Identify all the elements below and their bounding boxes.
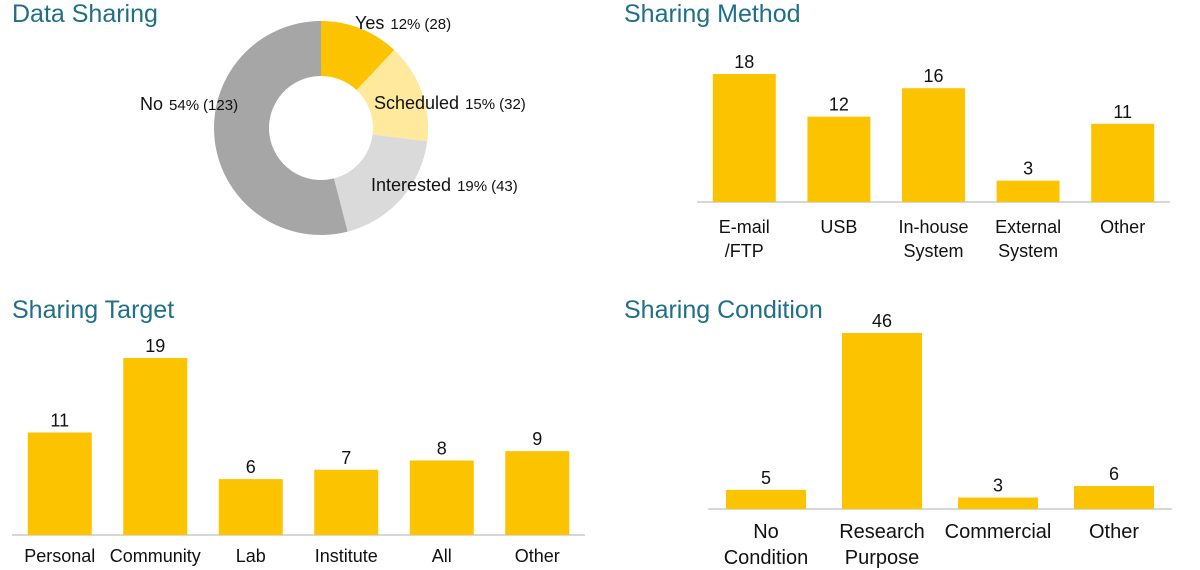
bar-commercial <box>958 497 1038 509</box>
category-label-all: All <box>432 546 452 566</box>
category-label-line: Institute <box>315 546 378 566</box>
pie-label-count: (123) <box>203 97 238 114</box>
bar-in-house-system <box>902 88 965 202</box>
bar-value-label: 18 <box>734 52 754 72</box>
bar-value-label: 6 <box>246 457 256 477</box>
category-label-external-system: External System <box>995 217 1061 261</box>
category-label-line: System <box>998 241 1058 261</box>
category-label-line: Condition <box>724 547 809 569</box>
bar-value-label: 11 <box>50 411 69 431</box>
category-label-e-mail-ftp: E-mail/FTP <box>719 217 770 261</box>
pie-label-name: No <box>140 94 163 114</box>
category-label-line: Personal <box>24 546 95 566</box>
bar-value-label: 3 <box>993 476 1003 496</box>
category-label-line: Other <box>515 546 560 566</box>
category-label-commercial: Commercial <box>945 521 1052 543</box>
category-label-line: Other <box>1089 521 1139 543</box>
category-label-in-house-system: In-house System <box>898 217 968 261</box>
bar-value-label: 46 <box>872 311 892 331</box>
bar-value-label: 8 <box>437 438 447 458</box>
category-label-other: Other <box>515 546 560 566</box>
pie-label-name: Scheduled <box>374 93 459 113</box>
bar-no-condition <box>726 489 806 509</box>
sharing-method-title: Sharing Method <box>624 0 801 28</box>
pie-label-count: (32) <box>499 96 526 113</box>
bar-value-label: 7 <box>341 448 351 468</box>
bar-value-label: 12 <box>829 95 849 115</box>
pie-label-no: No 54% (123) <box>140 94 238 114</box>
category-label-line: /FTP <box>725 241 764 261</box>
sharing-target-bar-chart: 11 Personal 19 Community 6 Lab 7 Institute 8 All 9… <box>12 336 585 566</box>
category-label-line: All <box>432 546 452 566</box>
bar-value-label: 19 <box>145 336 165 356</box>
bar-value-label: 9 <box>532 429 542 449</box>
pie-label-name: Interested <box>371 175 451 195</box>
bar-lab <box>218 479 283 535</box>
pie-label-count: (43) <box>491 178 518 195</box>
bar-community <box>123 358 188 535</box>
bar-value-label: 3 <box>1023 159 1033 179</box>
category-label-no-condition: No Condition <box>724 521 809 569</box>
category-label-line: E-mail <box>719 217 770 237</box>
pie-slice-no <box>213 21 348 236</box>
category-label-line: USB <box>820 217 857 237</box>
pie-label-name: Yes <box>355 13 384 33</box>
bar-other <box>1091 123 1155 202</box>
category-label-line: External <box>995 217 1061 237</box>
pie-slice-scheduled <box>356 50 428 142</box>
category-label-other: Other <box>1089 521 1139 543</box>
pie-label-percent: 19% <box>457 178 487 195</box>
pie-label-percent: 15% <box>465 96 495 113</box>
bar-external-system <box>996 180 1060 202</box>
bar-value-label: 16 <box>923 66 943 86</box>
bar-e-mail-ftp <box>712 74 776 202</box>
category-label-usb: USB <box>820 217 857 237</box>
sharing-condition-title: Sharing Condition <box>624 296 823 324</box>
category-label-line: Lab <box>236 546 266 566</box>
data-sharing-donut-chart: Yes 12% (28)Scheduled 15% (32)Interested 19%(… <box>140 13 526 236</box>
bar-all <box>409 460 474 535</box>
bar-value-label: 11 <box>1113 102 1132 122</box>
sharing-method-bar-chart: 18 E-mail/FTP 12 USB 16 In-house System 3 Extern… <box>697 52 1170 261</box>
category-label-line: Other <box>1100 217 1145 237</box>
category-label-line: Community <box>110 546 201 566</box>
pie-label-percent: 12% <box>390 16 420 33</box>
category-label-line: In-house <box>898 217 968 237</box>
category-label-line: No <box>753 521 779 543</box>
category-label-research-purpose: Research Purpose <box>839 521 925 569</box>
pie-label-yes: Yes 12% (28) <box>355 13 451 33</box>
pie-slice-interested <box>333 134 428 232</box>
bar-value-label: 6 <box>1109 464 1119 484</box>
pie-slice-yes <box>321 21 395 91</box>
bar-other <box>505 451 570 535</box>
category-label-community: Community <box>110 546 201 566</box>
category-label-other: Other <box>1100 217 1145 237</box>
bar-research-purpose <box>842 333 922 509</box>
sharing-condition-bar-chart: 5 No Condition 46 Research Purpose 3 Commercial… <box>708 311 1172 569</box>
bar-institute <box>314 469 379 535</box>
pie-label-interested: Interested 19% (43) <box>371 175 518 195</box>
bar-value-label: 5 <box>761 468 771 488</box>
category-label-lab: Lab <box>236 546 266 566</box>
category-label-line: System <box>903 241 963 261</box>
pie-label-scheduled: Scheduled 15% (32) <box>374 93 526 113</box>
bar-personal <box>27 432 92 535</box>
category-label-institute: Institute <box>315 546 378 566</box>
sharing-target-title: Sharing Target <box>12 296 175 324</box>
bar-usb <box>807 116 871 202</box>
pie-label-count: (28) <box>424 16 451 33</box>
category-label-line: Commercial <box>945 521 1052 543</box>
data-sharing-title: Data Sharing <box>12 0 158 28</box>
category-label-line: Purpose <box>845 547 920 569</box>
pie-label-percent: 54% <box>169 97 199 114</box>
category-label-line: Research <box>839 521 925 543</box>
bar-other <box>1074 486 1154 509</box>
category-label-personal: Personal <box>24 546 95 566</box>
